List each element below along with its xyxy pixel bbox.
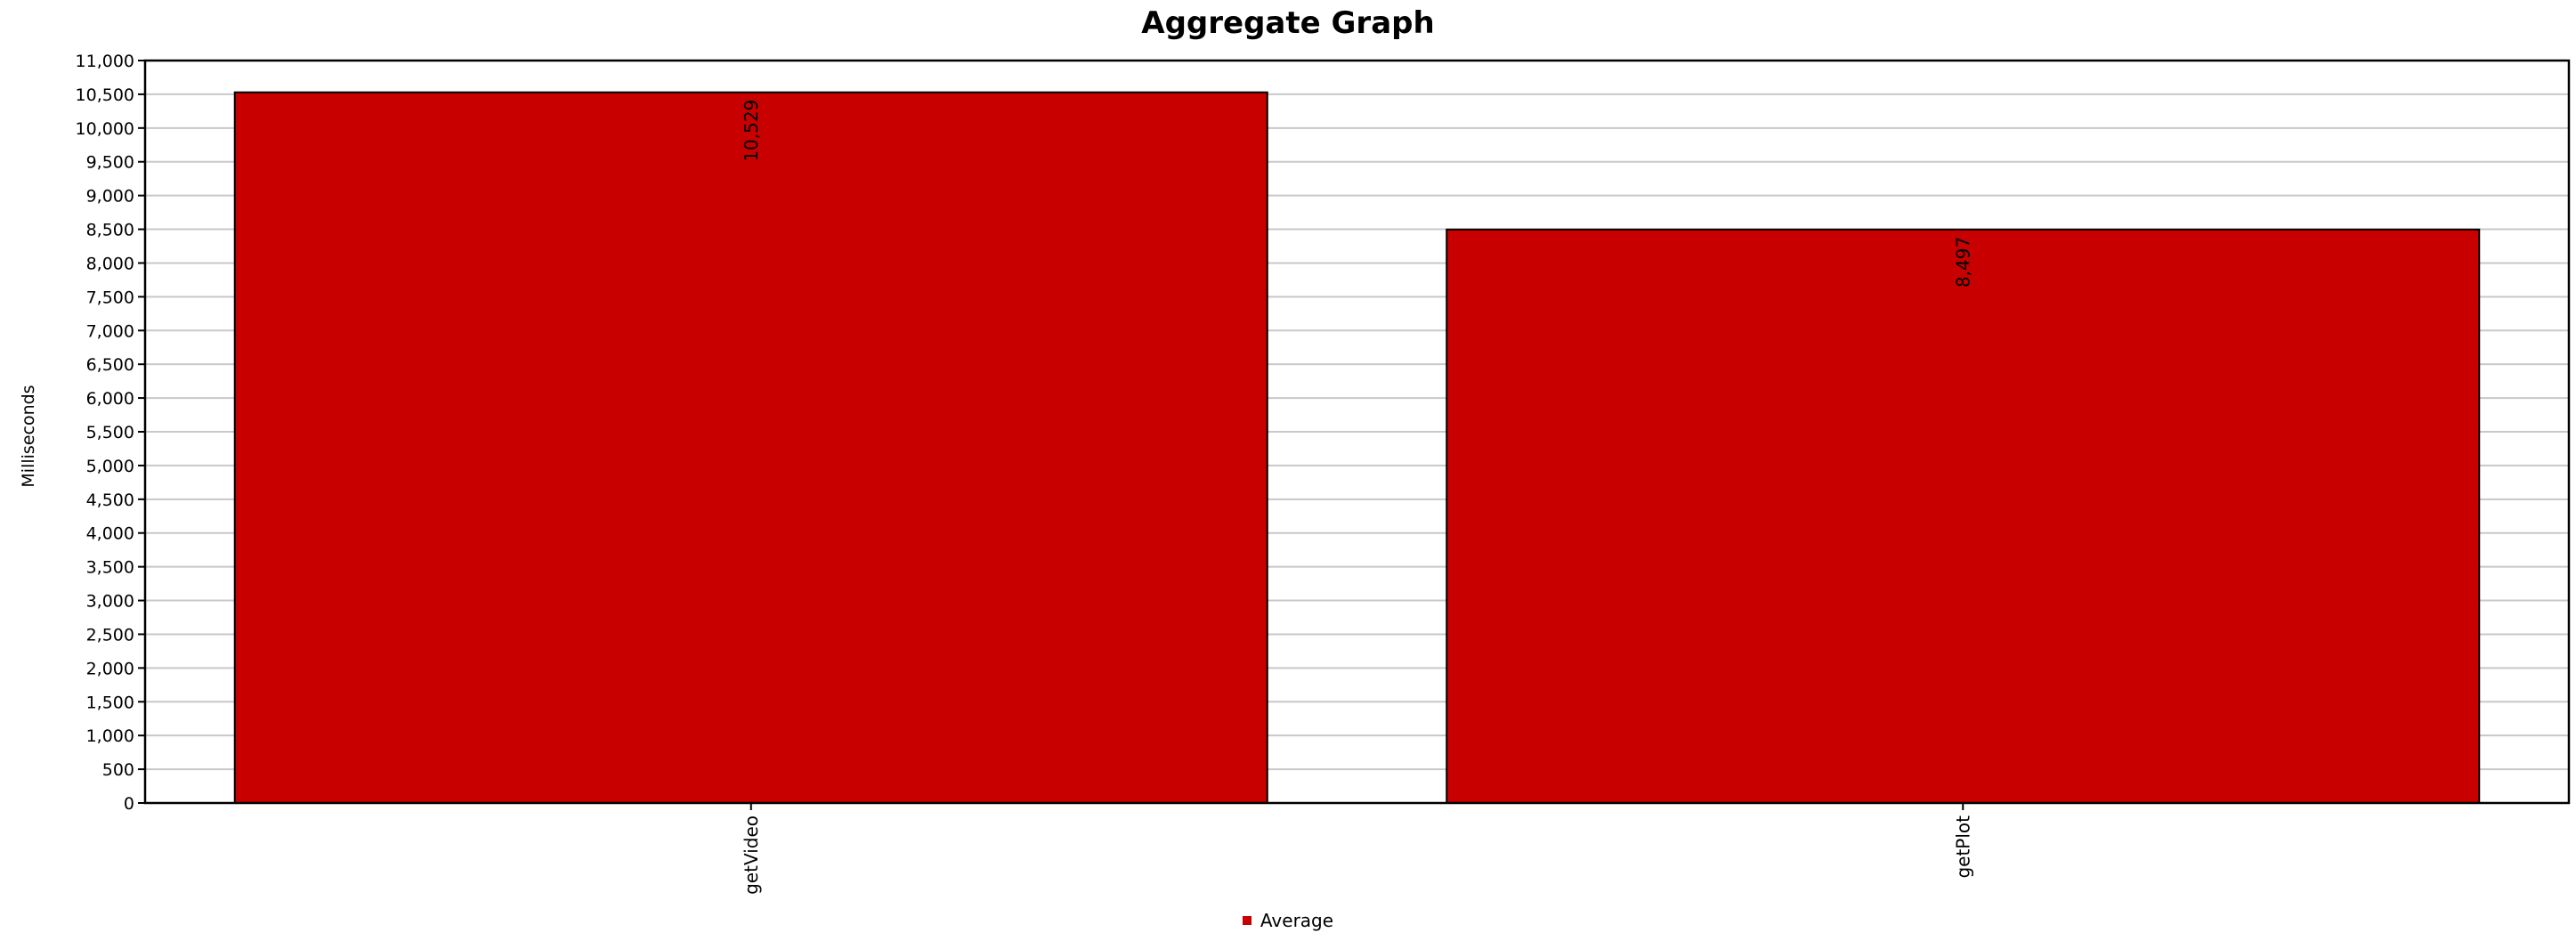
y-tick-label: 4,000 <box>86 524 134 544</box>
x-axis-ticks: getVideo getPlot <box>741 803 1973 895</box>
y-tick-label: 6,000 <box>86 389 134 409</box>
bar-getPlot <box>1446 228 2481 805</box>
bars <box>233 91 2481 805</box>
legend-swatch <box>1242 916 1252 925</box>
y-tick-label: 6,500 <box>86 355 134 375</box>
y-tick-label: 9,500 <box>86 153 134 173</box>
y-tick-label: 5,500 <box>86 423 134 442</box>
y-tick-label: 8,000 <box>86 254 134 273</box>
value-label: 8,497 <box>1952 237 1973 288</box>
legend-item: Average <box>1242 910 1334 931</box>
y-tick-label: 3,000 <box>86 592 134 612</box>
y-tick-label: 2,500 <box>86 625 134 645</box>
y-tick-label: 4,500 <box>86 491 134 510</box>
y-axis-ticks: 0 500 1,000 1,500 2,000 2,500 3,000 3,500 4,000 4… <box>76 52 145 814</box>
y-tick-label: 5,000 <box>86 457 134 476</box>
y-tick-label: 2,000 <box>86 659 134 678</box>
y-tick-label: 10,500 <box>76 85 134 105</box>
y-tick-label: 1,500 <box>86 693 134 712</box>
chart-title: Aggregate Graph <box>1141 5 1435 41</box>
y-tick-label: 7,500 <box>86 288 134 307</box>
legend-label: Average <box>1260 910 1334 931</box>
y-tick-label: 1,000 <box>86 726 134 746</box>
y-tick-label: 3,500 <box>86 558 134 578</box>
x-tick-label: getVideo <box>741 815 762 895</box>
y-tick-label: 0 <box>124 794 134 814</box>
y-tick-label: 10,000 <box>76 119 134 139</box>
legend: Average <box>0 908 2576 931</box>
bar-getVideo <box>233 91 1268 804</box>
y-tick-label: 500 <box>102 760 134 780</box>
value-labels: 10,529 8,497 <box>741 100 1974 288</box>
y-tick-label: 9,000 <box>86 187 134 207</box>
y-tick-label: 7,000 <box>86 321 134 341</box>
value-label: 10,529 <box>741 100 762 162</box>
x-tick-label: getPlot <box>1952 815 1973 879</box>
y-tick-label: 11,000 <box>76 52 134 71</box>
y-tick-label: 8,500 <box>86 221 134 240</box>
